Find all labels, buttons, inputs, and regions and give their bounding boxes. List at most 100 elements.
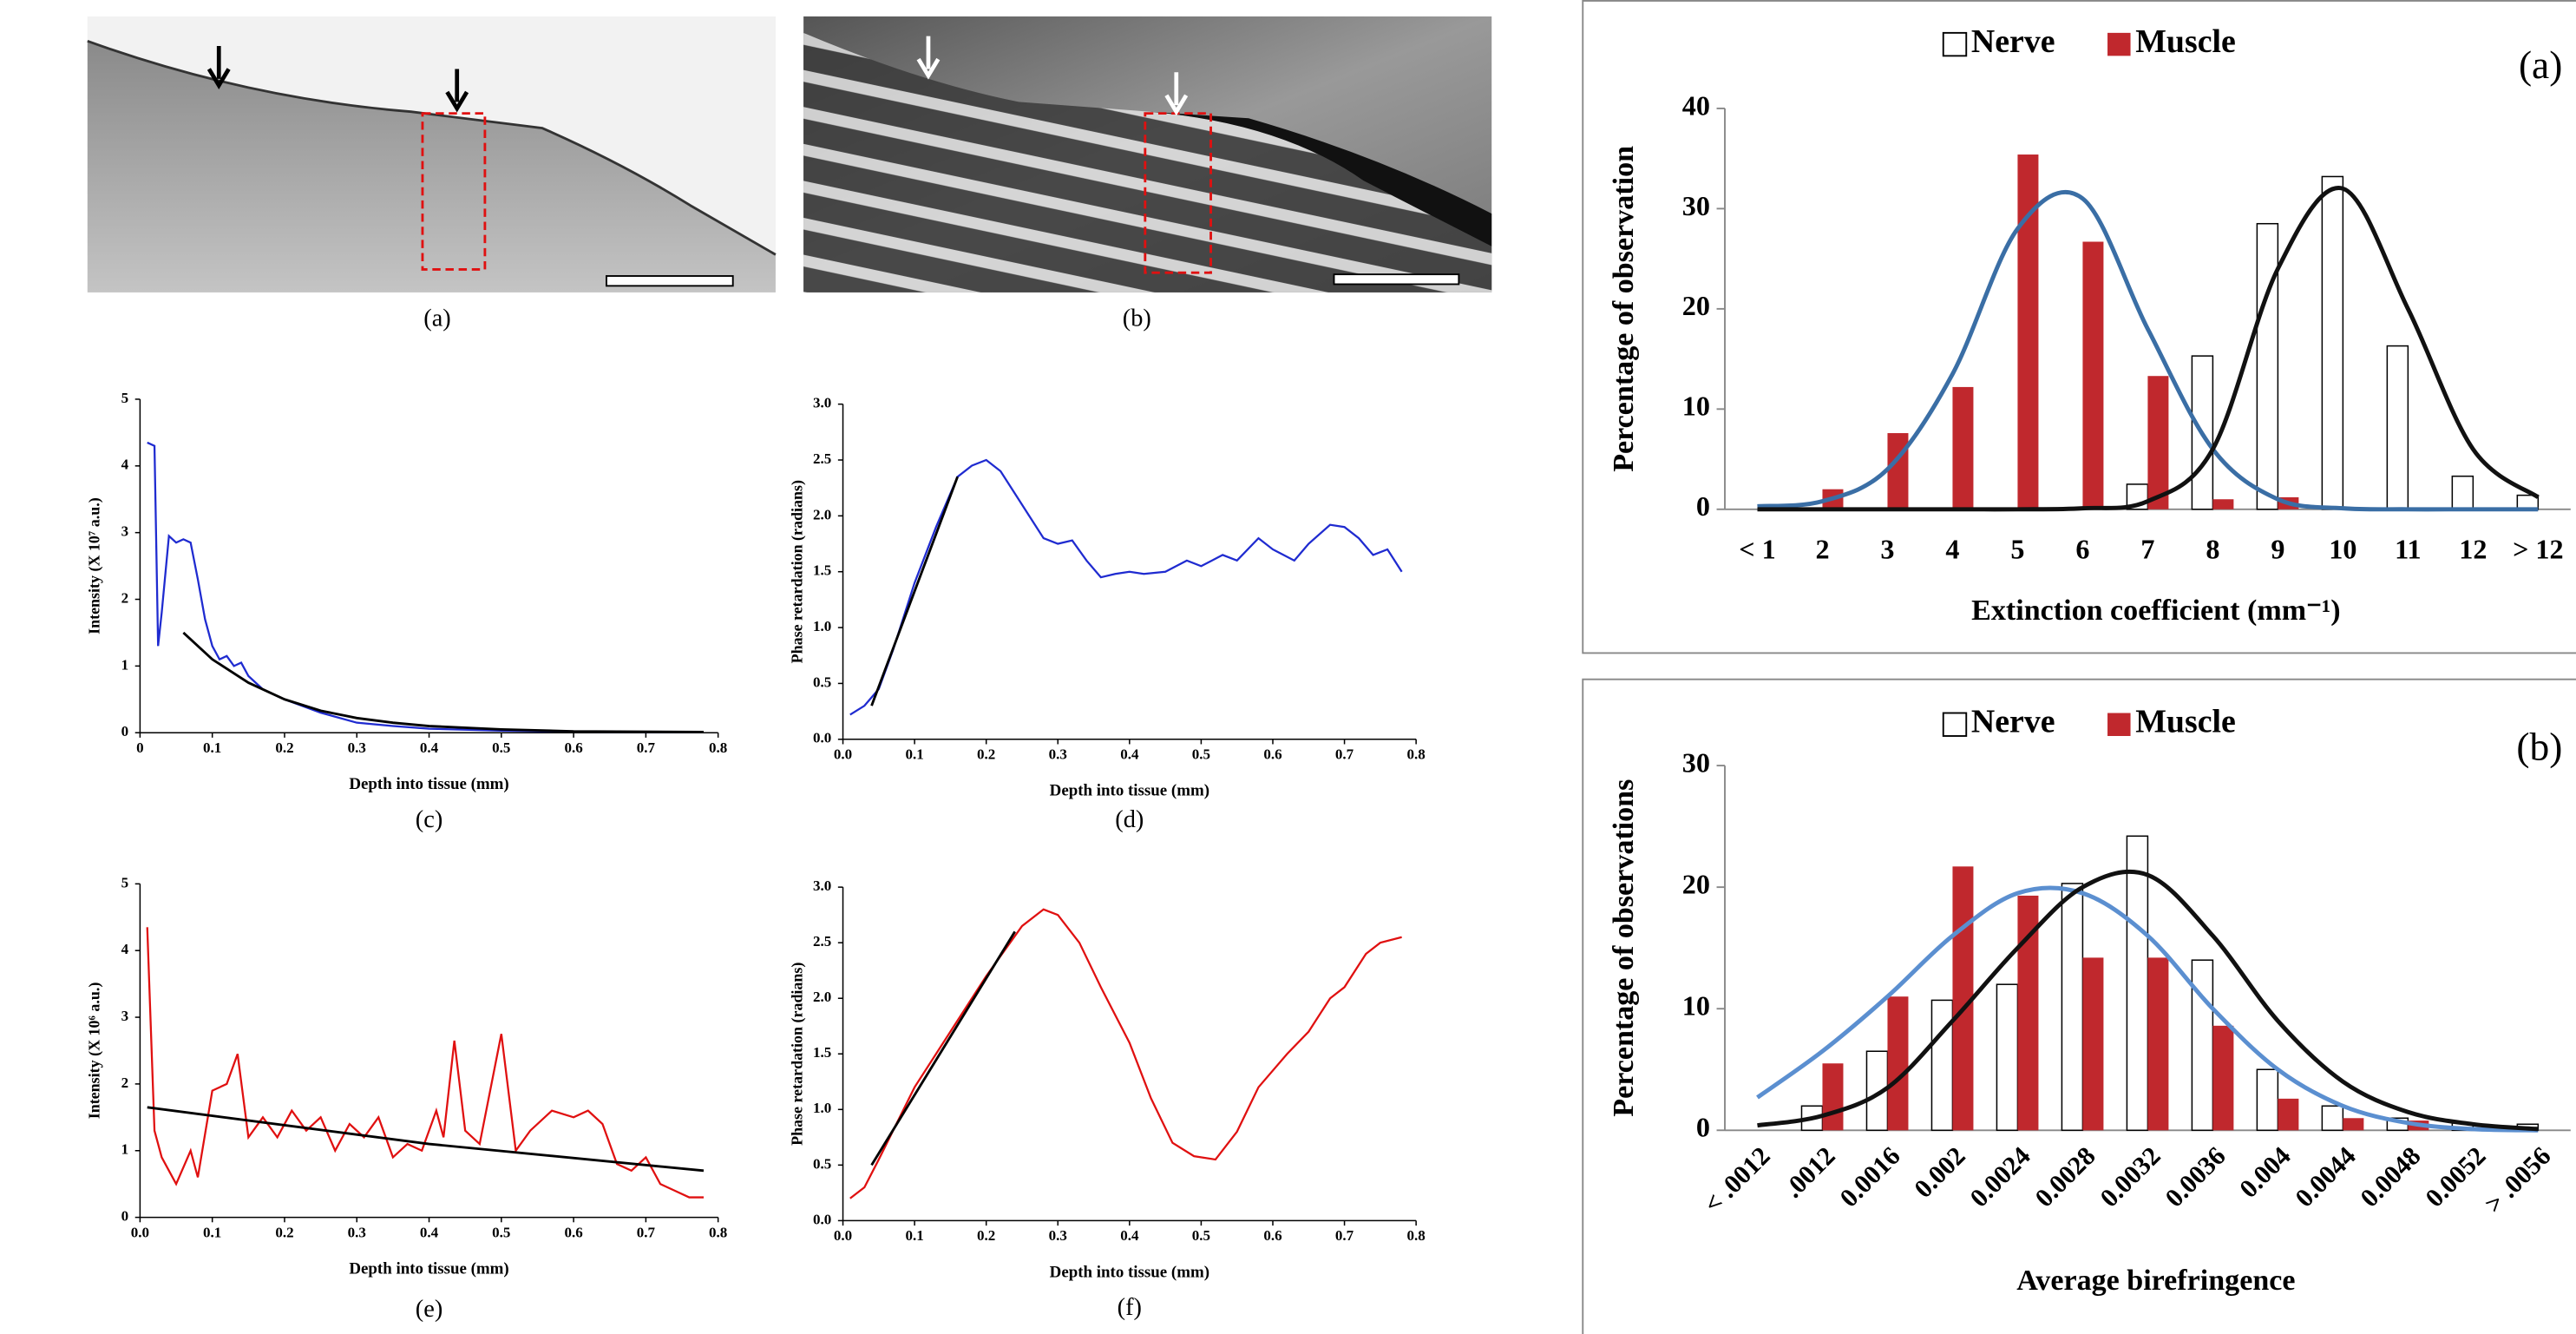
panel-frame — [1582, 678, 2576, 1334]
x-tick-label: 0.0024 — [1964, 1141, 2036, 1213]
x-tick-label: < 1 — [1739, 533, 1775, 564]
y-tick-label: 0 — [1696, 490, 1710, 522]
y-tick-label: 1 — [121, 1141, 129, 1158]
chart-caption: (f) — [1118, 1294, 1142, 1321]
bar — [2321, 175, 2344, 510]
y-tick-label: 1.0 — [813, 618, 831, 634]
panel-label: (b) — [2516, 725, 2562, 768]
legend-label: Muscle — [2135, 23, 2236, 60]
x-tick-label: 0.5 — [1192, 746, 1210, 763]
x-tick-label: 0.7 — [637, 739, 656, 756]
x-tick-label: > .0056 — [2479, 1141, 2557, 1219]
x-tick-label: 0.8 — [1407, 1227, 1426, 1244]
y-tick-label: 0 — [1696, 1112, 1710, 1143]
data-line — [147, 441, 705, 733]
x-tick-label: 12 — [2459, 533, 2487, 564]
x-tick-label: 2 — [1815, 533, 1829, 564]
x-tick-label: 3 — [1880, 533, 1894, 564]
data-line — [849, 458, 1403, 716]
x-tick-label: 0.5 — [1192, 1227, 1210, 1244]
x-tick-label: < .0012 — [1698, 1141, 1776, 1219]
x-tick-label: 0.3 — [1049, 746, 1067, 763]
chart-caption: (c) — [416, 806, 442, 833]
x-tick-label: 0.2 — [275, 739, 293, 756]
x-tick-label: 0.3 — [348, 739, 366, 756]
x-tick-label: 0.4 — [1120, 746, 1139, 763]
x-axis-label: Depth into tissue (mm) — [1050, 782, 1209, 800]
fit-line — [1756, 885, 2539, 1133]
y-axis-label: Intensity (X 10⁶ a.u.) — [85, 982, 103, 1120]
bar — [2212, 499, 2234, 509]
x-tick-label: 0.3 — [348, 1224, 366, 1240]
y-axis-label: Percentage of observation — [1608, 146, 1640, 472]
x-tick-label: 0.0 — [834, 1227, 852, 1244]
y-tick-label: 0.5 — [813, 1155, 831, 1172]
bar — [1887, 996, 1909, 1131]
fit-line — [1757, 869, 2539, 1132]
y-tick-label: 1.5 — [813, 562, 831, 579]
y-tick-label: 4 — [121, 457, 129, 473]
x-tick-label: 0.6 — [1263, 1227, 1282, 1244]
x-tick-label: 0.7 — [637, 1224, 656, 1240]
y-axis-label: Percentage of observations — [1608, 779, 1640, 1117]
y-tick-label: 30 — [1682, 190, 1710, 221]
x-tick-label: 5 — [2010, 533, 2024, 564]
x-tick-label: 0.5 — [492, 739, 510, 756]
y-tick-label: 3.0 — [813, 877, 831, 894]
x-tick-label: 9 — [2271, 533, 2284, 564]
x-tick-label: 0.004 — [2233, 1141, 2296, 1204]
data-line — [870, 476, 959, 706]
y-tick-label: 1 — [121, 656, 129, 673]
bar — [2321, 1105, 2344, 1132]
x-tick-label: 0.2 — [977, 1227, 995, 1244]
y-tick-label: 2.0 — [813, 989, 831, 1005]
y-tick-label: 0.0 — [813, 1211, 831, 1227]
y-tick-label: 4 — [121, 941, 129, 957]
legend-swatch — [2107, 713, 2131, 736]
y-tick-label: 20 — [1682, 869, 1710, 900]
y-axis-label: Phase retardation (radians) — [789, 963, 807, 1146]
y-tick-label: 10 — [1682, 391, 1710, 422]
legend-swatch — [2107, 32, 2131, 56]
x-tick-label: 0.4 — [420, 739, 439, 756]
y-tick-label: 0.0 — [813, 730, 831, 746]
x-tick-label: 0 — [136, 739, 144, 756]
legend-label: Nerve — [1971, 703, 2055, 739]
bar — [1952, 386, 1974, 509]
x-tick-label: .0012 — [1779, 1141, 1841, 1204]
x-tick-label: 0.0032 — [2094, 1141, 2166, 1213]
legend-swatch — [1942, 31, 1968, 57]
x-tick-label: 0.1 — [905, 746, 923, 763]
x-tick-label: 0.8 — [1407, 746, 1426, 763]
y-tick-label: 2 — [121, 1074, 129, 1091]
bar — [2278, 1098, 2299, 1131]
y-tick-label: 30 — [1682, 746, 1710, 778]
bar — [1887, 433, 1909, 509]
bar — [2147, 957, 2169, 1131]
oct-image-a — [87, 16, 777, 292]
bar — [1930, 999, 1954, 1132]
bar — [2126, 835, 2149, 1132]
chart-caption: (e) — [416, 1296, 442, 1323]
x-tick-label: 0.8 — [709, 739, 727, 756]
x-tick-label: 10 — [2329, 533, 2356, 564]
oct-image-b — [803, 16, 1492, 292]
image-caption: (b) — [1123, 306, 1151, 332]
bar — [2256, 222, 2279, 510]
x-tick-label: 0.0 — [834, 746, 852, 763]
y-tick-label: 3.0 — [813, 395, 831, 411]
x-tick-label: 0.3 — [1049, 1227, 1067, 1244]
x-tick-label: 0.0048 — [2355, 1141, 2427, 1213]
x-tick-label: 0.1 — [905, 1227, 923, 1244]
x-axis-label: Extinction coefficient (mm⁻¹) — [1971, 595, 2340, 627]
bar — [2256, 1068, 2279, 1132]
x-tick-label: 0.4 — [1120, 1227, 1139, 1244]
bar — [1996, 983, 2019, 1132]
y-tick-label: 5 — [121, 874, 129, 890]
image-caption: (a) — [423, 306, 450, 332]
bar — [2017, 154, 2039, 509]
x-tick-label: 11 — [2395, 533, 2421, 564]
legend-swatch — [1942, 712, 1968, 737]
y-tick-label: 0 — [121, 723, 129, 739]
